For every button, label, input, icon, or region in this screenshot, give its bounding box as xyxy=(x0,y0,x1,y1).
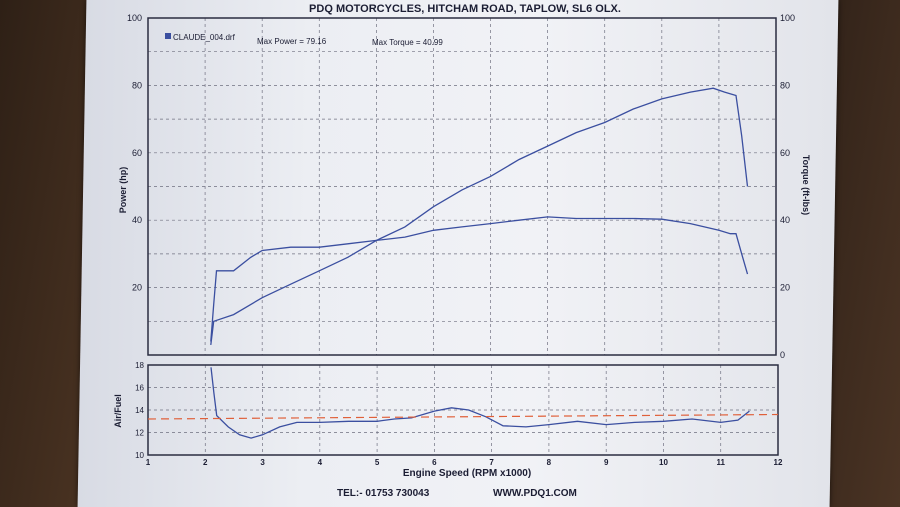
afr-tick-label: 18 xyxy=(135,361,144,370)
power-chart-series xyxy=(210,87,749,345)
rpm-tick-label: 9 xyxy=(604,458,609,467)
rpm-tick-label: 6 xyxy=(432,458,437,467)
power-tick-label: 40 xyxy=(132,215,142,225)
torque-tick-label: 40 xyxy=(780,215,790,225)
rpm-tick-label: 12 xyxy=(774,458,783,467)
afr-tick-label: 14 xyxy=(135,406,144,415)
torque-curve xyxy=(210,216,749,342)
torque-tick-label: 20 xyxy=(780,283,790,293)
printout-title: PDQ MOTORCYCLES, HITCHAM ROAD, TAPLOW, S… xyxy=(309,3,621,15)
afr-curve xyxy=(210,367,750,439)
afr-chart-frame xyxy=(147,364,779,456)
legend-file: CLAUDE_004.drf xyxy=(173,33,236,42)
power-tick-label: 100 xyxy=(127,13,142,23)
legend-max-power: Max Power = 79.16 xyxy=(257,37,327,46)
rpm-tick-label: 4 xyxy=(318,458,323,467)
power-tick-label: 60 xyxy=(132,148,142,158)
rpm-axis-title: Engine Speed (RPM x1000) xyxy=(403,468,531,479)
footer-phone: TEL:- 01753 730043 xyxy=(337,488,430,499)
afr-axis-title: Air/Fuel xyxy=(113,394,123,428)
rpm-tick-label: 8 xyxy=(547,458,552,467)
rpm-tick-label: 2 xyxy=(203,458,208,467)
torque-tick-label: 100 xyxy=(780,13,795,23)
rpm-tick-label: 1 xyxy=(146,458,151,467)
afr-chart-series xyxy=(147,367,779,439)
afr-chart-grid xyxy=(148,365,778,455)
rpm-tick-label: 7 xyxy=(489,458,494,467)
afr-tick-label: 12 xyxy=(135,429,144,438)
torque-tick-label: 60 xyxy=(780,148,790,158)
afr-tick-label: 16 xyxy=(135,384,144,393)
power-tick-label: 80 xyxy=(132,80,142,90)
power-tick-label: 20 xyxy=(132,283,142,293)
torque-axis-title: Torque (ft-lbs) xyxy=(801,155,811,215)
power-chart-grid xyxy=(148,18,776,355)
rpm-tick-label: 5 xyxy=(375,458,380,467)
power-curve xyxy=(210,87,749,345)
rpm-tick-label: 11 xyxy=(716,458,725,467)
afr-target-line xyxy=(147,413,779,420)
power-chart-frame xyxy=(147,17,777,356)
legend-swatch xyxy=(165,33,171,39)
footer-website: WWW.PDQ1.COM xyxy=(493,488,577,499)
rpm-tick-label: 10 xyxy=(659,458,668,467)
torque-tick-label: 0 xyxy=(780,350,785,360)
legend-max-torque: Max Torque = 40.99 xyxy=(372,38,443,47)
rpm-tick-label: 3 xyxy=(260,458,265,467)
afr-tick-label: 10 xyxy=(135,451,144,460)
torque-tick-label: 80 xyxy=(780,80,790,90)
power-chart-ticks: 20 40 60 80 100 0 20 40 60 80 100 xyxy=(127,13,795,360)
power-axis-title: Power (hp) xyxy=(118,167,128,214)
